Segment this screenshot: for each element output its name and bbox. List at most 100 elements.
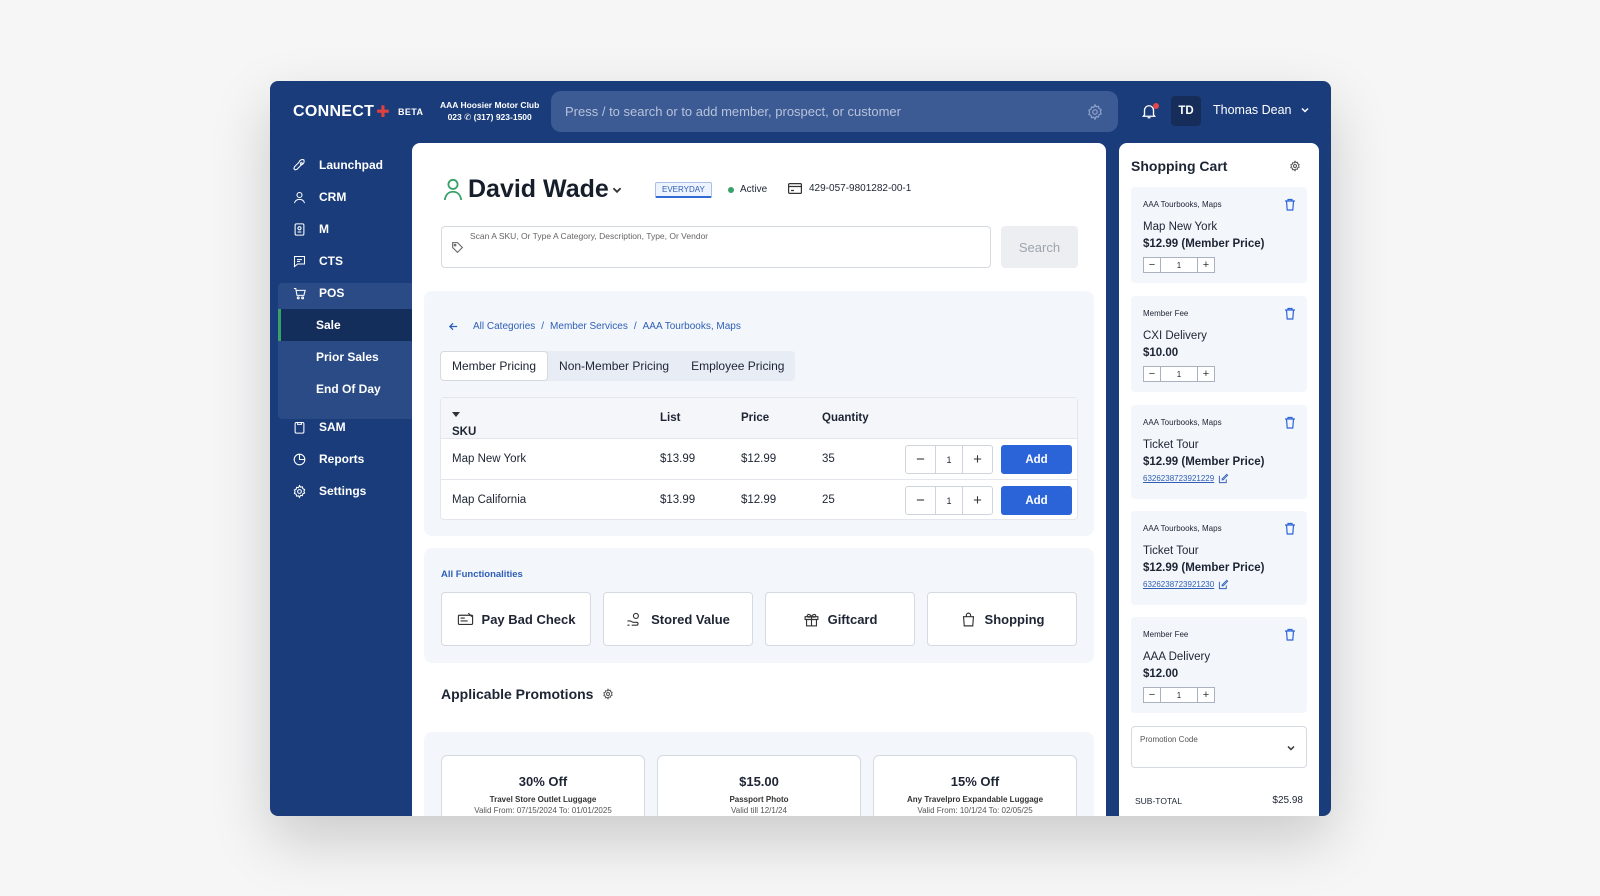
trash-icon[interactable] (1284, 416, 1296, 429)
increment-button[interactable]: + (1202, 689, 1210, 701)
promotion-card[interactable]: 30% Off Travel Store Outlet Luggage Vali… (441, 755, 645, 816)
edit-icon[interactable] (1218, 579, 1229, 590)
breadcrumb-tourbooks-maps[interactable]: AAA Tourbooks, Maps (642, 321, 741, 332)
increment-button[interactable]: + (1202, 368, 1210, 380)
promotion-code-select[interactable]: Promotion Code (1131, 726, 1307, 768)
add-button[interactable]: Add (1001, 486, 1072, 515)
quantity-column-header: Quantity (822, 412, 869, 424)
sidebar-item-reports[interactable]: Reports (278, 443, 412, 475)
tab-employee-pricing[interactable]: Employee Pricing (691, 359, 785, 373)
user-menu[interactable]: Thomas Dean (1213, 103, 1310, 117)
trash-icon[interactable] (1284, 307, 1296, 320)
cart-item: AAA Tourbooks, Maps Ticket Tour $12.99 (… (1131, 511, 1307, 605)
sidebar-item-launchpad[interactable]: Launchpad (278, 149, 412, 181)
decrement-button[interactable]: − (916, 451, 925, 468)
increment-button[interactable]: + (973, 451, 982, 468)
promotion-card[interactable]: $15.00 Passport Photo Valid till 12/1/24 (657, 755, 861, 816)
sidebar-item-label: CRM (319, 190, 347, 204)
status-dot (728, 186, 734, 193)
stored-value-button[interactable]: Stored Value (603, 592, 753, 646)
functionalities-label[interactable]: All Functionalities (441, 569, 523, 580)
sidebar-item-crm[interactable]: CRM (278, 181, 412, 213)
avatar[interactable]: TD (1171, 96, 1201, 126)
decrement-button[interactable]: − (1148, 368, 1156, 380)
top-bar: CONNECT ✚ BETA AAA Hoosier Motor Club 02… (270, 81, 1331, 141)
cart-item-code-link[interactable]: 6326238723921229 (1143, 473, 1229, 484)
pricing-tabs: Member Pricing Non-Member Pricing Employ… (440, 351, 796, 381)
sidebar-subitem-sale[interactable]: Sale (278, 309, 412, 341)
promotion-card[interactable]: 15% Off Any Travelpro Expandable Luggage… (873, 755, 1077, 816)
sidebar-subitem-end-of-day[interactable]: End Of Day (316, 382, 381, 396)
breadcrumb: All Categories / Member Services / AAA T… (448, 321, 741, 332)
row-list-price: $13.99 (660, 453, 696, 465)
cart-title: Shopping Cart (1131, 158, 1228, 174)
status-text: Active (740, 184, 768, 195)
sku-search-button[interactable]: Search (1001, 226, 1078, 268)
cart-item: Member Fee CXI Delivery $10.00 − 1 + (1131, 296, 1307, 392)
add-button[interactable]: Add (1001, 445, 1072, 474)
sidebar-item-label: POS (319, 286, 345, 300)
decrement-button[interactable]: − (1148, 689, 1156, 701)
cart-item: AAA Tourbooks, Maps Map New York $12.99 … (1131, 187, 1307, 283)
pay-bad-check-button[interactable]: Pay Bad Check (441, 592, 591, 646)
cart-item-code-link[interactable]: 6326238723921230 (1143, 579, 1229, 590)
tab-non-member-pricing[interactable]: Non-Member Pricing (559, 359, 670, 373)
promotion-dates: Valid till 12/1/24 (731, 806, 787, 815)
cart-item-price: $10.00 (1143, 347, 1179, 359)
sidebar-item-pos[interactable]: POS (278, 277, 412, 309)
tab-member-pricing[interactable]: Member Pricing (440, 351, 549, 381)
quantity-value[interactable]: 1 (935, 487, 963, 514)
price-column-header: Price (741, 412, 770, 424)
cart-item-name: CXI Delivery (1143, 330, 1207, 342)
breadcrumb-member-services[interactable]: Member Services (550, 321, 628, 332)
promotions-gear-icon[interactable] (602, 688, 614, 700)
sidebar-subitem-prior-sales[interactable]: Prior Sales (316, 350, 379, 364)
trash-icon[interactable] (1284, 522, 1296, 535)
gear-icon (293, 483, 306, 499)
cart-item-name: AAA Delivery (1143, 651, 1211, 663)
row-sku: Map California (452, 494, 527, 506)
breadcrumb-all-categories[interactable]: All Categories (473, 321, 536, 332)
member-chevron-down-icon[interactable] (611, 184, 623, 196)
sku-search-input[interactable] (470, 231, 970, 241)
increment-button[interactable]: + (973, 492, 982, 509)
trash-icon[interactable] (1284, 198, 1296, 211)
promotion-subtitle: Travel Store Outlet Luggage (489, 795, 597, 804)
sidebar-item-sam[interactable]: SAM (278, 411, 412, 443)
sku-header-label: SKU (452, 426, 477, 438)
clipboard-icon (294, 421, 305, 434)
quantity-value[interactable]: 1 (935, 446, 963, 473)
quantity-value[interactable]: 1 (1160, 367, 1198, 381)
quantity-value[interactable]: 1 (1160, 258, 1198, 272)
cart-item-code: 6326238723921230 (1143, 580, 1215, 589)
subtotal-value: $25.98 (1272, 795, 1303, 806)
sidebar-item-cts[interactable]: CTS (278, 245, 412, 277)
shopping-button[interactable]: Shopping (927, 592, 1077, 646)
cart-item-price: $12.99 (Member Price) (1143, 562, 1265, 574)
sidebar-item-settings[interactable]: Settings (278, 475, 412, 507)
cart-gear-icon[interactable] (1289, 160, 1301, 172)
main-content: David Wade EVERYDAY Active 429-057-98012… (412, 143, 1106, 816)
decrement-button[interactable]: − (1148, 259, 1156, 271)
global-search-input[interactable] (565, 104, 1086, 119)
sku-column-header[interactable]: SKU (452, 412, 476, 438)
logo[interactable]: CONNECT ✚ BETA (293, 102, 423, 122)
cart-item-name: Ticket Tour (1143, 439, 1199, 451)
promotion-title: $15.00 (739, 774, 779, 789)
increment-button[interactable]: + (1202, 259, 1210, 271)
cart-item: Member Fee AAA Delivery $12.00 − 1 + (1131, 617, 1307, 713)
trash-icon[interactable] (1284, 628, 1296, 641)
back-arrow-icon[interactable] (448, 321, 459, 332)
giftcard-button[interactable]: Giftcard (765, 592, 915, 646)
sidebar-item-m[interactable]: M (278, 213, 412, 245)
chevron-down-icon (1300, 107, 1309, 113)
quantity-stepper: − 1 + (905, 445, 993, 474)
list-column-header: List (660, 412, 681, 424)
quantity-value[interactable]: 1 (1160, 688, 1198, 702)
edit-icon[interactable] (1218, 473, 1229, 484)
notification-bell-icon[interactable] (1140, 102, 1158, 120)
decrement-button[interactable]: − (916, 492, 925, 509)
search-settings-icon[interactable] (1086, 103, 1104, 121)
card-icon (788, 183, 802, 194)
sort-down-icon (452, 412, 460, 417)
